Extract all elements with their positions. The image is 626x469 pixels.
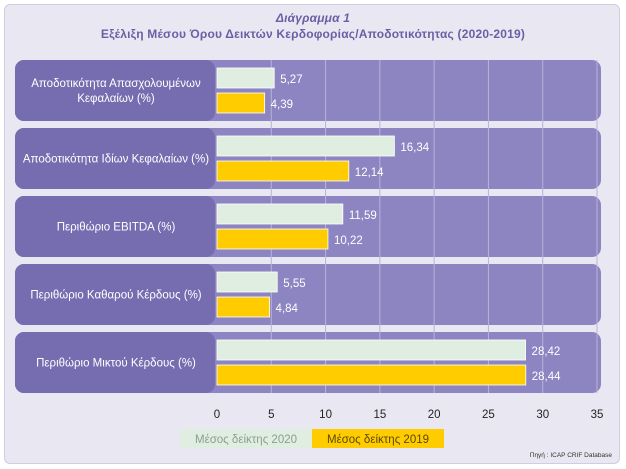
source-note: Πηγή : ICAP CRIF Database [529,452,612,459]
legend-label: Μέσος δείκτης 2019 [327,434,429,446]
x-tick-label: 0 [214,409,220,421]
bar-2019 [216,364,527,386]
x-tick-label: 10 [319,409,332,421]
category-label-cell [15,264,215,325]
category-label: Αποδοτικότητα Απασχολουμένων [31,78,201,90]
legend-swatch-2019 [312,429,444,448]
value-label: 12,14 [355,167,384,179]
x-tick-label: 15 [373,409,386,421]
value-label: 5,27 [280,74,302,86]
category-label: Κεφαλαίων (%) [77,93,155,105]
category-label: Περιθώριο EBITDA (%) [57,222,176,234]
value-label: 28,44 [532,371,561,383]
x-tick-label: 35 [591,409,604,421]
category-label-cell [15,128,215,189]
bar-2019 [216,92,266,114]
value-label: 28,42 [532,346,561,358]
bar-2020 [216,271,278,293]
bar-2020 [216,67,275,89]
bar-2019 [216,160,350,182]
chart-subtitle: Εξέλιξη Μέσου Όρου Δεικτών Κερδοφορίας/Α… [100,27,526,41]
legend-swatch-2020 [180,429,312,448]
value-label: 10,22 [334,235,363,247]
value-label: 5,55 [283,278,305,290]
value-label: 4,39 [271,99,293,111]
bar-2019 [216,296,270,318]
category-label-cell [15,196,215,257]
category-label-cell [15,60,215,121]
category-label: Αποδοτικότητα Ιδίων Κεφαλαίων (%) [23,154,209,166]
x-tick-label: 30 [536,409,549,421]
x-tick-label: 20 [428,409,441,421]
bar-2019 [216,228,329,250]
chart-title: Διάγραμμα 1 [275,11,351,25]
category-label: Περιθώριο Καθαρού Κέρδους (%) [30,290,201,302]
value-label: 4,84 [276,303,299,315]
x-tick-label: 25 [482,409,495,421]
bar-2020 [216,203,344,225]
x-tick-label: 5 [268,409,274,421]
value-label: 11,59 [349,210,377,222]
category-label: Περιθώριο Μικτού Κέρδους (%) [36,358,196,370]
bar-2020 [216,339,526,361]
value-label: 16,34 [400,142,429,154]
legend-label: Μέσος δείκτης 2020 [195,434,297,446]
category-label-cell [15,332,215,393]
bar-2020 [216,135,395,157]
